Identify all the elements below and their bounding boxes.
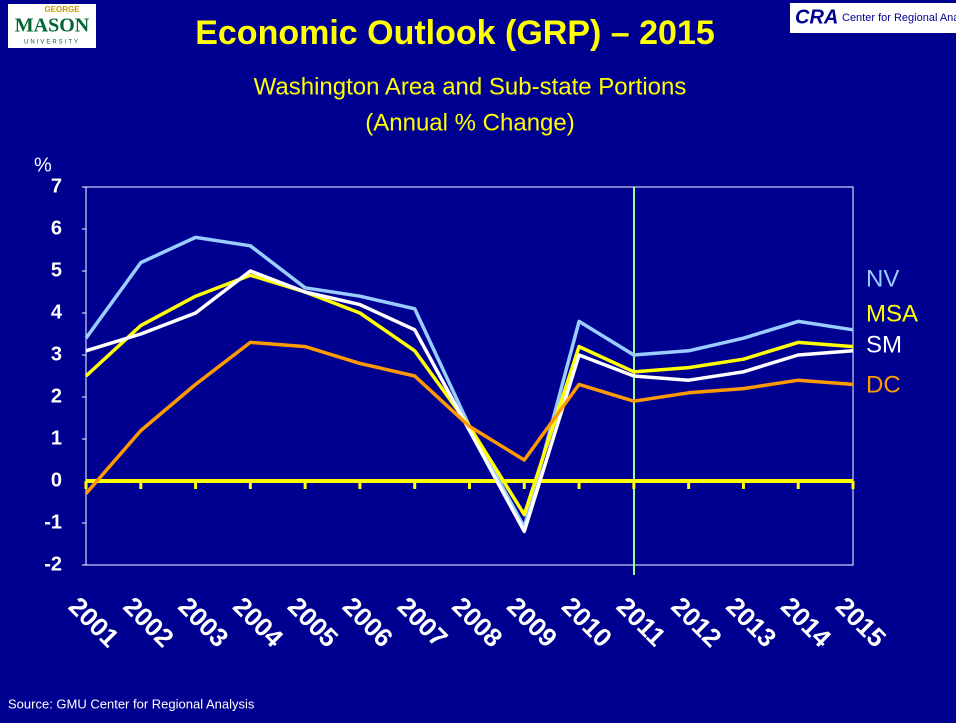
y-tick-label: 7: [51, 175, 62, 197]
legend-label: SM: [866, 331, 902, 358]
legend-label: MSA: [866, 300, 918, 327]
logo-left-bottom: UNIVERSITY: [24, 40, 80, 46]
y-tick-label: 1: [51, 427, 62, 449]
y-tick-label: 0: [51, 469, 62, 491]
logo-left-top: GEORGE: [44, 5, 80, 14]
logo-right-box: [790, 3, 956, 33]
chart-title: Economic Outlook (GRP) – 2015: [195, 14, 715, 52]
logo-right-text: Center for Regional Analy: [842, 12, 956, 24]
y-tick-label: 4: [51, 301, 63, 323]
series-line: [85, 269, 854, 534]
logo-left-box: [8, 4, 96, 48]
y-tick-label: 2: [51, 385, 62, 407]
source-note: Source: GMU Center for Regional Analysis: [8, 696, 255, 711]
legend-label: NV: [866, 265, 899, 292]
chart-subtitle: Washington Area and Sub-state Portions: [254, 73, 687, 100]
logo-left-main: MASON: [15, 15, 90, 37]
chart-subtitle: (Annual % Change): [365, 109, 574, 136]
y-tick-label: 5: [51, 259, 62, 281]
legend-label: DC: [866, 371, 901, 398]
y-tick-label: 6: [51, 217, 62, 239]
logo-right-main: CRA: [795, 6, 838, 28]
y-tick-label: 3: [51, 343, 62, 365]
y-axis-label: %: [34, 154, 52, 176]
y-tick-label: -2: [44, 553, 62, 575]
series-line: [84, 340, 854, 495]
y-tick-label: -1: [44, 511, 62, 533]
